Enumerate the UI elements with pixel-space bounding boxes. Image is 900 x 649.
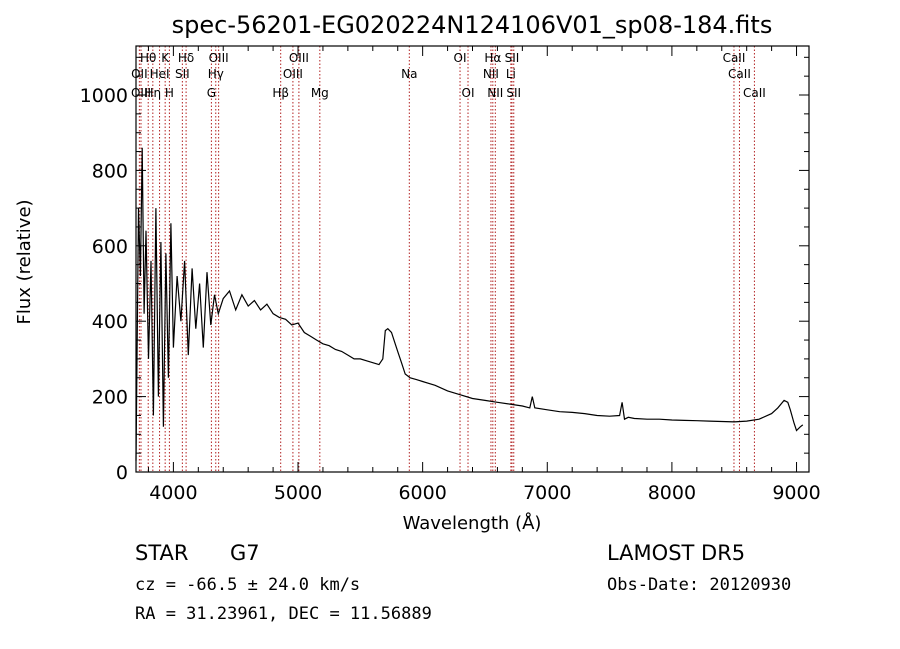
y-tick-label: 1000 bbox=[80, 85, 128, 107]
line-marker-label: OI bbox=[454, 51, 467, 65]
spectral-line-markers bbox=[138, 46, 755, 472]
line-marker-label: OIII bbox=[289, 51, 309, 65]
line-marker-label: Li bbox=[506, 67, 516, 81]
line-marker-label: CaII bbox=[723, 51, 746, 65]
line-marker-label: Mg bbox=[311, 86, 329, 100]
spectrum-line bbox=[135, 147, 804, 461]
x-axis-label: Wavelength (Å) bbox=[403, 512, 542, 534]
line-marker-label: HeI bbox=[150, 67, 170, 81]
line-marker-label: SII bbox=[175, 67, 190, 81]
redshift-readout: cz = -66.5 ± 24.0 km/s bbox=[135, 575, 360, 595]
x-tick-label: 9000 bbox=[772, 482, 820, 504]
line-marker-label: Hγ bbox=[208, 67, 224, 81]
line-marker-label: G bbox=[207, 86, 216, 100]
line-marker-label: OII bbox=[131, 67, 148, 81]
chart-title: spec-56201-EG020224N124106V01_sp08-184.f… bbox=[172, 11, 773, 39]
line-marker-label: CaII bbox=[743, 86, 766, 100]
line-marker-label: Hθ bbox=[140, 51, 156, 65]
x-tick-label: 4000 bbox=[149, 482, 197, 504]
plot-frame bbox=[135, 45, 810, 473]
line-marker-label: CaII bbox=[728, 67, 751, 81]
line-marker-label: K bbox=[161, 51, 170, 65]
line-marker-label: H bbox=[165, 86, 174, 100]
y-tick-label: 600 bbox=[92, 236, 128, 258]
x-tick-label: 5000 bbox=[274, 482, 322, 504]
line-marker-label: Hδ bbox=[178, 51, 194, 65]
line-marker-label: OIII bbox=[283, 67, 303, 81]
line-marker-label: NII bbox=[483, 67, 499, 81]
x-tick-label: 7000 bbox=[523, 482, 571, 504]
line-marker-label: OI bbox=[462, 86, 475, 100]
line-marker-label: OIII bbox=[209, 51, 229, 65]
y-tick-label: 200 bbox=[92, 387, 128, 409]
x-tick-label: 6000 bbox=[398, 482, 446, 504]
obs-date: Obs-Date: 20120930 bbox=[607, 575, 791, 595]
line-marker-label: Hβ bbox=[272, 86, 289, 100]
line-marker-label: NII bbox=[487, 86, 503, 100]
object-subclass: G7 bbox=[230, 541, 260, 565]
line-marker-label: Hη bbox=[145, 86, 162, 100]
line-marker-label: SII bbox=[506, 86, 521, 100]
y-tick-label: 400 bbox=[92, 311, 128, 333]
x-tick-label: 8000 bbox=[648, 482, 696, 504]
spectral-line-labels: Hθ Hδ K OIII OIII OI Hα SII CaII OII HeI SII Hγ OIII N… bbox=[131, 51, 766, 100]
y-axis-label: Flux (relative) bbox=[14, 199, 35, 324]
survey-label: LAMOST DR5 bbox=[607, 541, 745, 565]
x-axis-ticks: 4000 5000 6000 7000 8000 9000 bbox=[147, 46, 821, 504]
y-tick-label: 0 bbox=[116, 462, 128, 484]
line-marker-label: Hα bbox=[484, 51, 501, 65]
y-tick-label: 800 bbox=[92, 160, 128, 182]
object-class: STAR bbox=[135, 541, 188, 565]
line-marker-label: SII bbox=[505, 51, 520, 65]
y-axis-ticks: 0 200 400 600 800 1000 bbox=[80, 56, 809, 484]
coordinates-readout: RA = 31.23961, DEC = 11.56889 bbox=[135, 604, 432, 624]
line-marker-label: Na bbox=[401, 67, 417, 81]
